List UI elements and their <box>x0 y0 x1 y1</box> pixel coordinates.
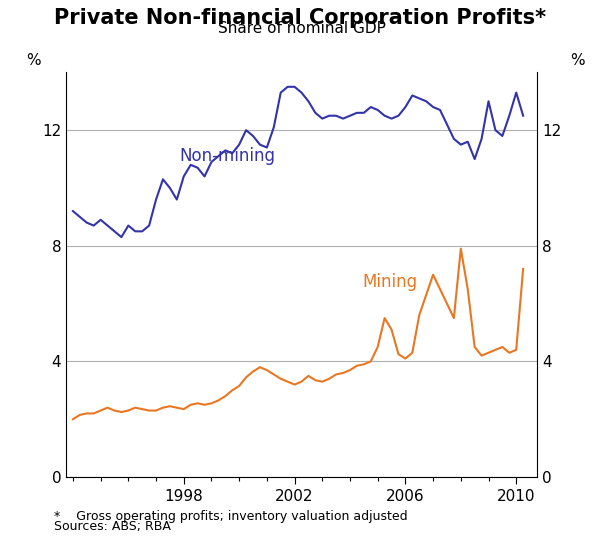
Text: %: % <box>570 53 584 68</box>
Text: *    Gross operating profits; inventory valuation adjusted: * Gross operating profits; inventory val… <box>54 510 407 523</box>
Title: Share of nominal GDP: Share of nominal GDP <box>218 21 385 36</box>
Text: Private Non-financial Corporation Profits*: Private Non-financial Corporation Profit… <box>54 8 546 28</box>
Text: %: % <box>26 53 41 68</box>
Text: Mining: Mining <box>363 273 418 291</box>
Text: Non-mining: Non-mining <box>179 147 275 166</box>
Text: Sources: ABS; RBA: Sources: ABS; RBA <box>54 520 171 533</box>
